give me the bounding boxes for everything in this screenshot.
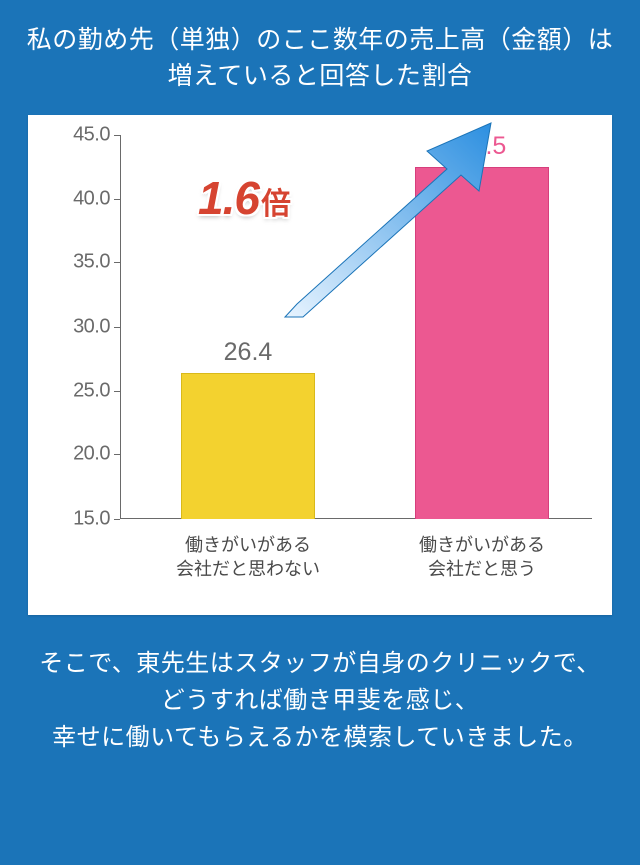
multiplier-unit: 倍 xyxy=(261,188,291,221)
y-axis xyxy=(120,135,121,519)
ytick-mark xyxy=(114,391,120,392)
bottom-line-3: 幸せに働いてもらえるかを模索していきました。 xyxy=(52,724,588,751)
plot-area: 45.0 40.0 35.0 30.0 25.0 20.0 15.0 26.4 … xyxy=(120,135,592,519)
bottom-line-2: どうすれば働き甲斐を感じ、 xyxy=(161,687,480,714)
bar-rewarding xyxy=(415,167,549,519)
ytick-mark xyxy=(114,454,120,455)
multiplier-label: 1.6倍 xyxy=(198,171,291,225)
ytick-label: 30.0 xyxy=(60,315,110,338)
ytick-mark xyxy=(114,519,120,520)
ytick-label: 45.0 xyxy=(60,123,110,146)
ytick-label: 25.0 xyxy=(60,379,110,402)
category-line-1: 働きがいがある xyxy=(185,535,311,555)
ytick-mark xyxy=(114,199,120,200)
chart-title: 私の勤め先（単独）のここ数年の売上高（金額）は 増えていると回答した割合 xyxy=(27,22,614,95)
bottom-paragraph: そこで、東先生はスタッフが自身のクリニックで、 どうすれば働き甲斐を感じ、 幸せ… xyxy=(39,645,601,757)
ytick-mark xyxy=(114,262,120,263)
ytick-label: 20.0 xyxy=(60,443,110,466)
bottom-line-1: そこで、東先生はスタッフが自身のクリニックで、 xyxy=(39,650,601,677)
ytick-label: 40.0 xyxy=(60,187,110,210)
bar-value-label: 26.4 xyxy=(148,338,348,367)
multiplier-number: 1.6 xyxy=(198,172,259,224)
chart-panel: 45.0 40.0 35.0 30.0 25.0 20.0 15.0 26.4 … xyxy=(28,115,612,615)
category-line-2: 会社だと思う xyxy=(428,559,536,579)
category-line-1: 働きがいがある xyxy=(419,535,545,555)
ytick-mark xyxy=(114,327,120,328)
category-label: 働きがいがある 会社だと思わない xyxy=(148,533,348,582)
title-line-1: 私の勤め先（単独）のここ数年の売上高（金額）は xyxy=(27,26,614,54)
title-line-2: 増えていると回答した割合 xyxy=(168,62,473,90)
page-container: 私の勤め先（単独）のここ数年の売上高（金額）は 増えていると回答した割合 45.… xyxy=(0,0,640,865)
ytick-label: 15.0 xyxy=(60,507,110,530)
ytick-label: 35.0 xyxy=(60,251,110,274)
ytick-mark xyxy=(114,135,120,136)
category-label: 働きがいがある 会社だと思う xyxy=(382,533,582,582)
bar-value-label: 42.5 xyxy=(382,132,582,161)
category-line-2: 会社だと思わない xyxy=(176,559,320,579)
bar-not-rewarding xyxy=(181,373,315,519)
